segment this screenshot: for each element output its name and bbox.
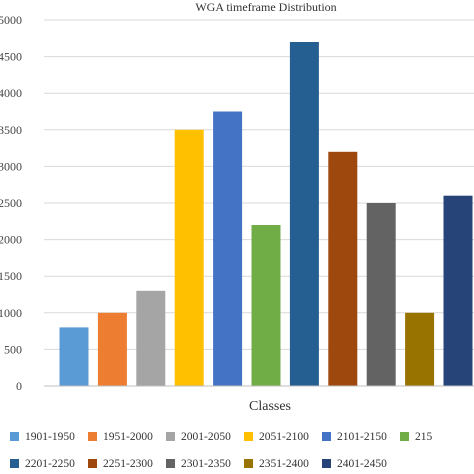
bar-1901-1950 xyxy=(59,327,89,386)
y-tick-label: 2000 xyxy=(0,233,22,247)
y-tick-label: 5000 xyxy=(0,13,22,27)
legend-label: 1951-2000 xyxy=(103,431,153,443)
bar-2001-2050 xyxy=(136,290,166,386)
legend-swatch xyxy=(166,432,175,441)
legend-swatch xyxy=(10,432,19,441)
y-axis-tick-labels: 0 500 1000 1500 2000 2500 3000 3500 4000 4500 5000 xyxy=(0,13,22,393)
legend-label: 2001-2050 xyxy=(181,431,231,443)
legend-label: 2101-2150 xyxy=(337,431,387,443)
bar-2051-2100 xyxy=(174,129,204,387)
legend-swatch xyxy=(400,432,409,441)
y-tick-label: 4500 xyxy=(0,50,22,64)
y-tick-label: 1500 xyxy=(0,269,22,283)
legend-swatch xyxy=(88,459,97,468)
legend: 1901-1950 1951-2000 2001-2050 2051-2100 2101… xyxy=(10,431,433,470)
legend-label: 2301-2350 xyxy=(181,458,231,470)
bar-2101-2150 xyxy=(213,111,243,386)
legend-swatch xyxy=(244,432,253,441)
legend-swatch xyxy=(10,459,19,468)
legend-label: 1901-1950 xyxy=(25,431,75,443)
legend-label: 2201-2250 xyxy=(25,458,75,470)
legend-swatch xyxy=(322,459,331,468)
bar-2401-2450 xyxy=(443,195,473,386)
bar-1951-2000 xyxy=(97,312,127,386)
y-tick-label: 1000 xyxy=(0,306,22,320)
legend-label: 2401-2450 xyxy=(337,458,387,470)
bar-2251-2300 xyxy=(328,151,358,386)
y-tick-label: 3500 xyxy=(0,123,22,137)
x-axis-title: Classes xyxy=(249,399,291,414)
legend-swatch xyxy=(166,459,175,468)
legend-swatch xyxy=(322,432,331,441)
y-tick-label: 0 xyxy=(16,379,22,393)
legend-swatch xyxy=(244,459,253,468)
bar-2301-2350 xyxy=(366,203,396,386)
legend-swatch xyxy=(88,432,97,441)
legend-label: 215 xyxy=(415,431,433,443)
y-tick-label: 3000 xyxy=(0,159,22,173)
bar-2151-2200 xyxy=(251,225,281,386)
y-tick-label: 4000 xyxy=(0,86,22,100)
y-tick-label: 500 xyxy=(4,342,22,356)
legend-label: 2251-2300 xyxy=(103,458,153,470)
bars xyxy=(59,42,473,387)
bar-2351-2400 xyxy=(405,312,435,386)
bar-2201-2250 xyxy=(289,42,319,386)
y-tick-label: 2500 xyxy=(0,196,22,210)
legend-label: 2351-2400 xyxy=(259,458,309,470)
chart-title: WGA timeframe Distribution xyxy=(195,0,336,14)
legend-label: 2051-2100 xyxy=(259,431,309,443)
